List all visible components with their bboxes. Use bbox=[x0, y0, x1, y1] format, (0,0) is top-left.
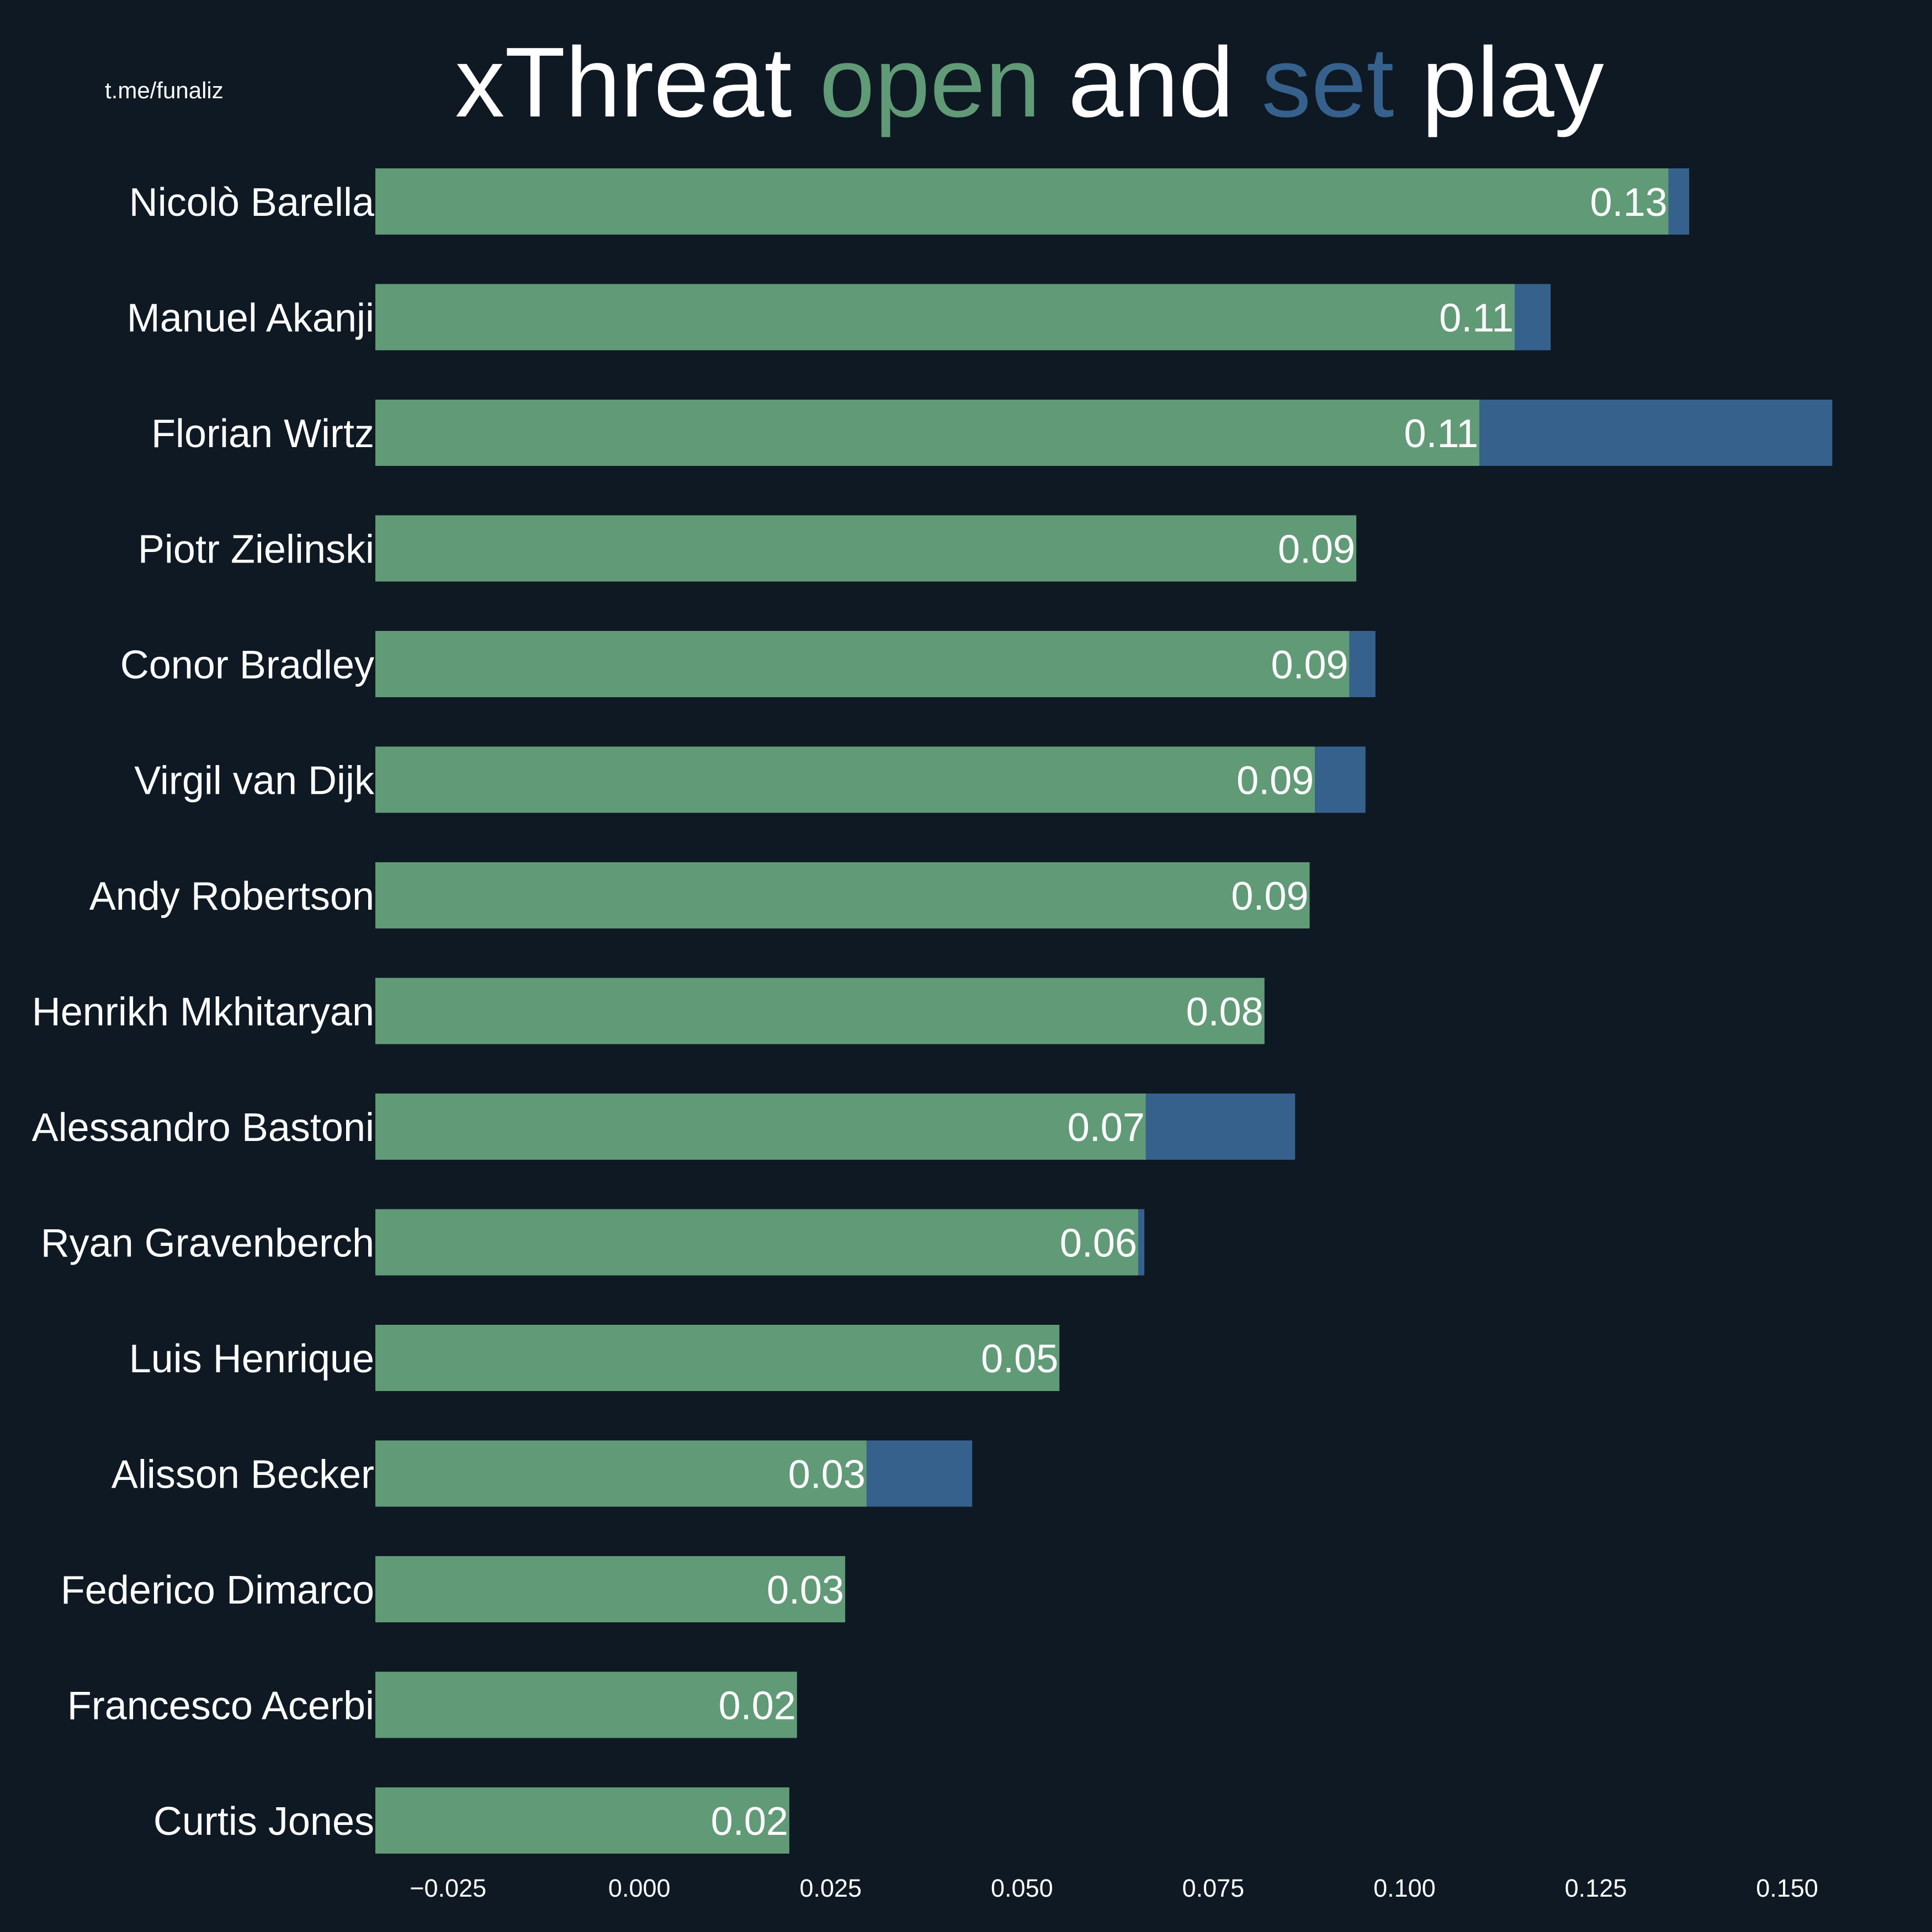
category-label: Piotr Zielinski bbox=[138, 528, 374, 572]
data-label: 0.09 bbox=[1231, 874, 1308, 919]
category-label: Virgil van Dijk bbox=[134, 759, 375, 803]
category-label: Alisson Becker bbox=[112, 1453, 374, 1497]
bar-set bbox=[1668, 168, 1690, 235]
category-label: Manuel Akanji bbox=[127, 296, 374, 341]
bar-open bbox=[375, 400, 1480, 466]
bar-open bbox=[375, 978, 1265, 1044]
title-set-word: set bbox=[1261, 27, 1394, 138]
x-tick-label: 0.050 bbox=[991, 1874, 1053, 1902]
bar-set bbox=[1138, 1209, 1145, 1276]
title-part-1: xThreat bbox=[455, 27, 820, 138]
x-tick-label: 0.100 bbox=[1373, 1874, 1436, 1902]
bar-open bbox=[375, 168, 1669, 235]
category-label: Federico Dimarco bbox=[61, 1568, 374, 1612]
x-tick-label: 0.025 bbox=[799, 1874, 862, 1902]
data-label: 0.02 bbox=[719, 1684, 796, 1728]
data-label: 0.05 bbox=[981, 1337, 1058, 1381]
bar-set bbox=[1479, 400, 1833, 466]
x-tick-label: −0.025 bbox=[410, 1874, 486, 1902]
data-label: 0.06 bbox=[1060, 1222, 1137, 1266]
title-open-word: open bbox=[819, 27, 1041, 138]
data-label: 0.07 bbox=[1068, 1106, 1145, 1150]
category-label: Andy Robertson bbox=[89, 874, 374, 919]
bar-open bbox=[375, 1556, 846, 1622]
bar-open bbox=[375, 1094, 1146, 1160]
bar-open bbox=[375, 1440, 867, 1507]
x-tick-label: 0.000 bbox=[608, 1874, 671, 1902]
category-label: Francesco Acerbi bbox=[67, 1684, 374, 1728]
x-tick-label: 0.125 bbox=[1565, 1874, 1627, 1902]
bar-set bbox=[866, 1440, 973, 1507]
bar-open bbox=[375, 1671, 797, 1738]
bar-set bbox=[1349, 631, 1376, 697]
data-label: 0.08 bbox=[1186, 990, 1264, 1034]
chart-title: xThreat open and set play bbox=[0, 25, 1932, 141]
bar-open bbox=[375, 862, 1310, 928]
category-label: Nicolò Barella bbox=[129, 181, 375, 225]
category-label: Conor Bradley bbox=[120, 643, 374, 687]
watermark: t.me/funaliz bbox=[105, 77, 224, 103]
category-label: Ryan Gravenberch bbox=[41, 1222, 374, 1266]
data-label: 0.03 bbox=[788, 1453, 866, 1497]
data-label: 0.02 bbox=[711, 1800, 788, 1844]
data-label: 0.09 bbox=[1271, 643, 1348, 687]
bar-open bbox=[375, 1209, 1139, 1276]
category-label: Luis Henrique bbox=[129, 1337, 374, 1381]
data-label: 0.13 bbox=[1590, 181, 1668, 225]
data-label: 0.03 bbox=[767, 1568, 844, 1612]
category-label: Curtis Jones bbox=[153, 1800, 374, 1844]
bar-open bbox=[375, 284, 1515, 351]
bar-set bbox=[1145, 1094, 1296, 1160]
bar-open bbox=[375, 1787, 789, 1854]
title-part-2: and bbox=[1040, 27, 1262, 138]
bar-set bbox=[1315, 746, 1366, 813]
bar-set bbox=[1515, 284, 1551, 351]
category-label: Florian Wirtz bbox=[151, 412, 374, 456]
bar-open bbox=[375, 631, 1350, 697]
data-label: 0.11 bbox=[1404, 412, 1478, 456]
category-label: Alessandro Bastoni bbox=[32, 1106, 374, 1150]
data-label: 0.11 bbox=[1439, 296, 1514, 341]
bar-open bbox=[375, 515, 1357, 582]
data-label: 0.09 bbox=[1278, 528, 1355, 572]
title-part-3: play bbox=[1394, 27, 1604, 138]
x-tick-label: 0.075 bbox=[1182, 1874, 1245, 1902]
bar-open bbox=[375, 1325, 1060, 1391]
category-label: Henrikh Mkhitaryan bbox=[32, 990, 374, 1034]
data-label: 0.09 bbox=[1236, 759, 1314, 803]
x-tick-label: 0.150 bbox=[1756, 1874, 1818, 1902]
bar-open bbox=[375, 746, 1315, 813]
